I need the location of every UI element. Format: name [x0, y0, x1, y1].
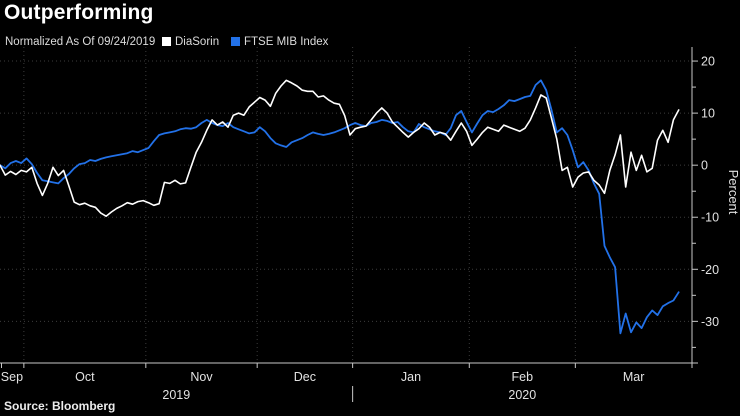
x-month-label: Dec: [294, 370, 316, 384]
legend-swatch-diasorin-icon: [162, 37, 171, 46]
y-axis-title: Percent: [726, 170, 740, 215]
legend-item-diasorin: DiaSorin: [162, 36, 219, 48]
page-title: Outperforming: [4, 1, 154, 24]
x-month-label: Oct: [75, 370, 95, 384]
y-tick-label: -30: [701, 315, 719, 329]
series-line-ftse-mib-index: [0, 79, 680, 335]
y-tick-label: -10: [701, 211, 719, 225]
legend-item-ftse-mib: FTSE MIB Index: [231, 36, 328, 48]
legend-label-ftse-mib: FTSE MIB Index: [244, 36, 329, 48]
y-tick-label: 0: [701, 159, 708, 173]
legend-label-diasorin: DiaSorin: [175, 36, 220, 48]
x-month-label: Jan: [401, 370, 421, 384]
x-month-label: Nov: [190, 370, 213, 384]
y-tick-label: 10: [701, 107, 715, 121]
series-line-diasorin: [0, 79, 680, 217]
legend: Normalized As Of 09/24/2019 DiaSorin FTS…: [0, 35, 740, 50]
legend-swatch-ftse-mib-icon: [231, 37, 240, 46]
x-month-label: Feb: [512, 370, 534, 384]
x-year-label: 2020: [508, 388, 536, 402]
legend-note: Normalized As Of 09/24/2019: [5, 36, 156, 48]
y-tick-label: 20: [701, 55, 715, 69]
y-tick-label: -20: [701, 263, 719, 277]
x-month-label: Mar: [623, 370, 645, 384]
x-month-label: Sep: [1, 370, 23, 384]
x-year-label: 2019: [162, 388, 190, 402]
source-label: Source: Bloomberg: [4, 399, 116, 413]
